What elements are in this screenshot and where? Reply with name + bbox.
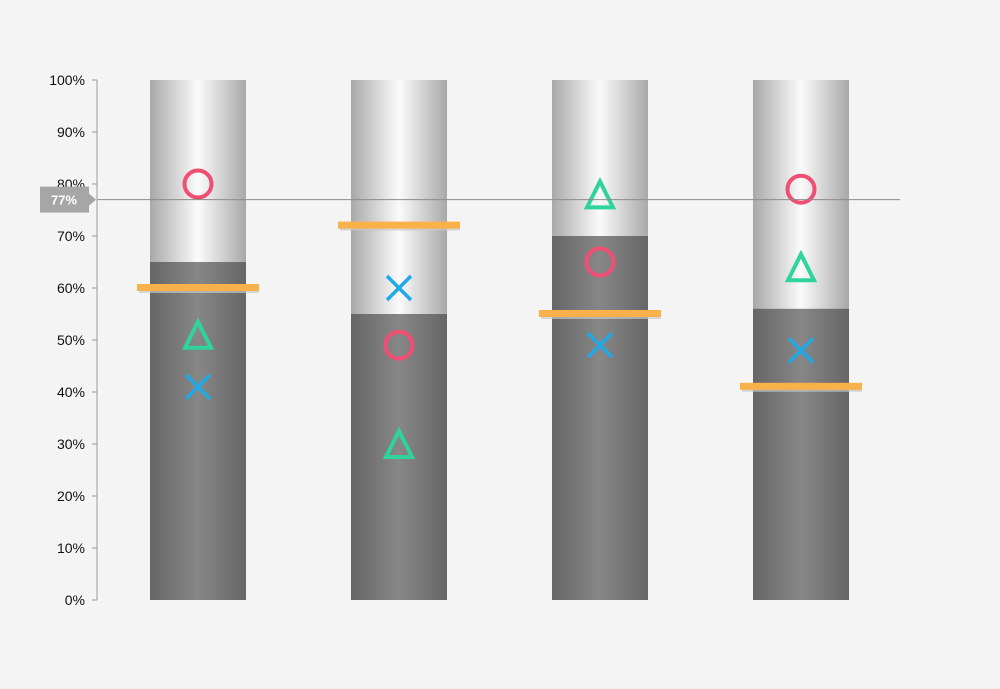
cross-marker	[184, 373, 212, 401]
target-line	[338, 221, 460, 229]
triangle-marker	[583, 176, 617, 210]
target-line	[137, 284, 259, 291]
crosshair: 77%	[40, 186, 900, 213]
circle-marker	[182, 168, 214, 200]
markers-layer	[181, 168, 818, 459]
y-tick-label: 50%	[57, 332, 85, 348]
y-tick-label: 20%	[57, 488, 85, 504]
target-line	[539, 310, 661, 317]
y-tick-label: 60%	[57, 280, 85, 296]
circle-marker	[785, 173, 817, 205]
bar-fill	[552, 236, 648, 600]
bar-fill	[753, 308, 849, 600]
y-tick-label: 40%	[57, 384, 85, 400]
bar-fill	[150, 262, 246, 600]
triangle-marker	[181, 317, 215, 350]
y-tick-label: 10%	[57, 540, 85, 556]
y-tick-label: 0%	[65, 592, 85, 608]
y-tick-label: 90%	[57, 124, 85, 140]
y-tick-label: 30%	[57, 436, 85, 452]
cross-marker	[787, 337, 815, 364]
y-tick-label: 100%	[49, 72, 85, 88]
crosshair-label: 77%	[51, 193, 77, 208]
circle-marker	[584, 246, 616, 278]
crosshair-label-box	[40, 186, 96, 213]
triangle-marker	[784, 249, 818, 283]
y-tick-label: 70%	[57, 228, 85, 244]
target-line	[740, 382, 862, 390]
cross-marker	[385, 274, 413, 302]
y-axis: 0%10%20%30%40%50%60%70%80%90%100%	[49, 72, 98, 608]
cross-marker	[586, 331, 614, 359]
bars-layer	[137, 80, 862, 600]
triangle-marker	[382, 426, 416, 459]
circle-marker	[383, 329, 415, 361]
